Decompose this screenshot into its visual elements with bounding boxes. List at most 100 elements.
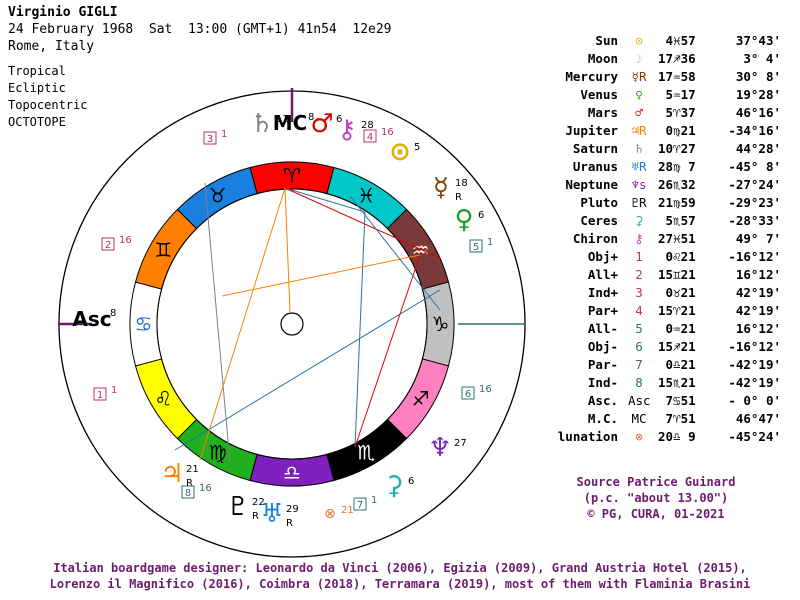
planet-row: All+ 2 15♊21 16°12' [520,266,795,284]
planet-glyph-icon: 4 [635,303,643,318]
planet-glyph-icon: ♄ [635,141,643,156]
planet-latitude: -45° 8' [728,159,781,174]
retro-marker: R [455,192,462,203]
planet-row: Saturn ♄ 10♈27 44°28' [520,140,795,158]
part-marker: 6 16 [461,384,492,400]
sign-glyph-icon: ♍ [209,441,227,465]
planet-name: All+ [587,267,618,282]
planet-name: All- [587,321,618,336]
planet-latitude: 46°16' [735,105,781,120]
planet-label: ♆ 27 [428,433,466,463]
part-degree: 21 [341,505,354,516]
part-code-icon: 8 [185,488,191,499]
planet-glyph-icon: 5 [635,321,643,336]
planet-name: Ind+ [587,285,618,300]
planet-position: 15♐21 [658,339,696,354]
retro-marker: R [252,511,259,522]
planet-glyph-icon: 3 [635,285,643,300]
system-house: Topocentric [8,98,88,112]
planet-glyph-icon: ♃R [631,123,647,138]
aspect-line [354,211,366,448]
planet-position: 10♈27 [658,141,696,156]
planet-name: Saturn [572,141,618,156]
part-code-icon: 6 [465,389,471,400]
sign-glyph-icon: ♈ [283,164,301,188]
planet-position: 5♏57 [658,213,696,228]
planet-glyph-icon: ☿ [433,173,449,203]
planet-name: Moon [587,51,618,66]
bio-line-1: Italian boardgame designer: Leonardo da … [53,561,747,575]
part-code-icon: ⊗ [324,506,336,522]
planet-label: ♇ 22 R [226,492,264,522]
aspect-line [349,195,441,311]
planet-glyph-icon: ⚳ [634,213,644,228]
planet-label: MC 8 [273,111,315,135]
planet-glyph-icon: 8 [635,375,643,390]
system-zodiac: Tropical [8,64,66,78]
sign-glyph-icon: ♌ [154,386,172,410]
planet-position: 5♒17 [658,87,696,102]
planet-glyph-icon: Asc [72,307,111,331]
planet-label: ♄ 11 [250,109,288,139]
planet-glyph-icon: ⊙ [389,137,411,167]
part-degree: 16 [199,483,212,494]
source-line: (p.c. "about 13.00") [583,491,729,505]
aspect-line [284,187,366,213]
planet-position: 28♍ 7 [658,159,696,174]
planet-row: Ceres ⚳ 5♏57 -28°33' [520,212,795,230]
planet-row: Moon ☽ 17♐36 3° 4' [520,50,795,68]
planet-glyph-icon: ⚷ [337,115,356,145]
planet-position: 0♍21 [658,123,696,138]
planet-glyph-icon: ♂ [635,105,643,120]
planet-position: 21♍59 [658,195,696,210]
planet-name: Par- [587,357,618,372]
planet-glyph-icon: ♅R [631,159,647,174]
planet-latitude: 44°28' [735,141,781,156]
planet-latitude: 19°28' [735,87,781,102]
planet-name: Chiron [572,231,618,246]
planet-name: Uranus [572,159,618,174]
part-degree: 1 [487,237,493,248]
planet-degree: 6 [478,210,484,221]
planet-name: Mars [587,105,618,120]
planet-name: Obj- [587,339,618,354]
part-code-icon: 1 [97,390,103,401]
planet-degree: 28 [361,120,374,131]
planet-glyph-icon: ⊙ [635,33,643,48]
planet-latitude: 46°47' [735,411,781,426]
sign-glyph-icon: ♑ [432,312,450,336]
planet-glyph-icon: ♂ [310,109,333,139]
part-marker: 2 16 [101,235,132,251]
part-degree: 16 [119,235,132,246]
planet-glyph-icon: ♅ [260,499,283,529]
planet-glyph-icon: ♀ [635,87,643,102]
planet-name: Obj+ [587,249,618,264]
planet-glyph-icon: MC [631,411,647,426]
planet-glyph-icon: ♀ [454,205,473,235]
native-name: Virginio GIGLI [8,5,118,20]
planet-degree: 11 [276,114,289,125]
planet-row: All- 5 0♒21 16°12' [520,320,795,338]
birth-datetime: 24 February 1968 Sat 13:00 (GMT+1) 41n54… [8,22,392,37]
planet-row: Chiron ⚷ 27♓51 49° 7' [520,230,795,248]
planet-position: 27♓51 [658,231,696,246]
planet-row: Par+ 4 15♈21 42°19' [520,302,795,320]
planet-degree: 6 [408,476,414,487]
planet-position: 7♈51 [658,411,696,426]
part-degree: 1 [371,495,377,506]
planet-latitude: 3° 4' [743,51,781,66]
planet-name: Asc. [587,393,618,408]
planet-label: ⊙ 5 [389,137,420,167]
planet-glyph-icon: ⚷ [634,231,644,246]
aspect-line [284,187,441,259]
part-code-icon: 7 [357,500,363,511]
planet-label: ♃ 21 R [160,459,198,489]
planet-row: M.C. MC 7♈51 46°47' [520,410,795,428]
aspect-line [174,289,441,451]
planet-glyph-icon: ⊗ [635,429,643,444]
planet-label: ♀ 6 [454,205,484,235]
part-degree: 16 [479,384,492,395]
